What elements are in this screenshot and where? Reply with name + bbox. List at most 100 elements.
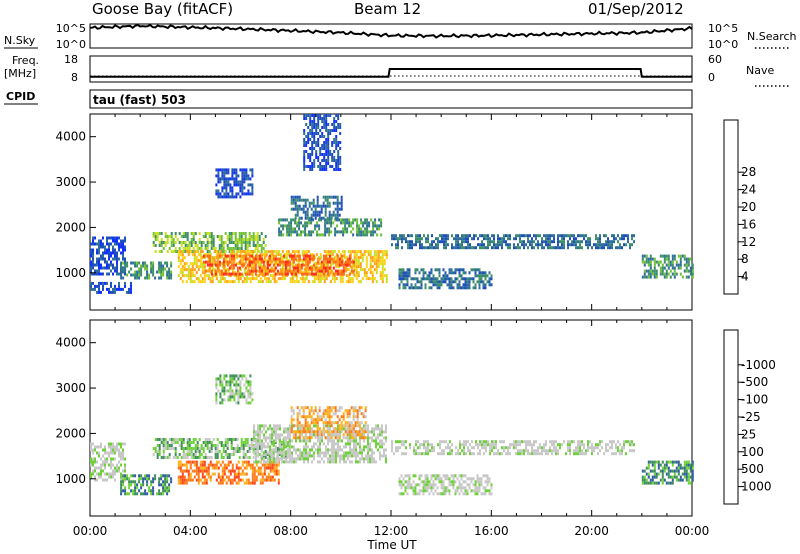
heatmap-cell xyxy=(208,263,211,267)
heatmap-cell xyxy=(316,266,319,270)
heatmap-cell xyxy=(461,237,463,241)
heatmap-cell xyxy=(112,457,114,461)
heatmap-cell xyxy=(324,195,327,199)
heatmap-cell xyxy=(244,266,247,270)
heatmap-cell xyxy=(302,198,305,202)
heatmap-cell xyxy=(214,456,217,459)
heatmap-cell xyxy=(205,274,208,278)
heatmap-cell xyxy=(499,237,501,241)
heatmap-cell xyxy=(184,241,187,244)
heatmap-cell xyxy=(120,251,122,255)
heatmap-cell xyxy=(361,268,364,272)
heatmap-cell xyxy=(235,180,238,184)
heatmap-cell xyxy=(320,210,323,214)
heatmap-cell xyxy=(330,216,333,220)
heatmap-cell xyxy=(187,469,190,473)
heatmap-cell xyxy=(140,492,143,496)
heatmap-cell xyxy=(122,489,125,493)
nave-label: Nave xyxy=(746,64,774,77)
heatmap-cell xyxy=(285,460,287,464)
heatmap-cell xyxy=(293,280,296,284)
heatmap-cell xyxy=(334,406,337,410)
heatmap-cell xyxy=(207,463,210,467)
heatmap-cell xyxy=(195,469,198,473)
heatmap-cell xyxy=(257,265,260,269)
heatmap-cell xyxy=(164,267,167,271)
heatmap-cell xyxy=(327,457,329,461)
heatmap-cell xyxy=(176,250,179,253)
heatmap-cell xyxy=(443,237,445,241)
heatmap-cell xyxy=(335,147,338,150)
heatmap-cell xyxy=(345,442,347,446)
heatmap-cell xyxy=(316,195,319,199)
heatmap-cell xyxy=(448,286,451,290)
heatmap-cell xyxy=(218,450,221,453)
heatmap-cell xyxy=(468,277,471,281)
heatmap-cell xyxy=(100,266,102,270)
heatmap-cell xyxy=(311,165,314,168)
heatmap-cell xyxy=(241,186,244,190)
heatmap-cell xyxy=(358,433,361,437)
heatmap-cell xyxy=(120,242,122,246)
heatmap-cell xyxy=(377,265,380,269)
heatmap-cell xyxy=(358,230,361,234)
heatmap-cell xyxy=(319,277,322,281)
heatmap-cell xyxy=(603,243,605,247)
heatmap-cell xyxy=(627,240,629,244)
heatmap-cell xyxy=(217,189,220,193)
heatmap-cell xyxy=(430,271,433,275)
heatmap-cell xyxy=(292,254,295,258)
heatmap-cell xyxy=(443,240,445,244)
heatmap-cell xyxy=(146,477,149,481)
heatmap-cell xyxy=(303,439,305,443)
heatmap-cell xyxy=(380,233,383,237)
heatmap-cell xyxy=(164,241,167,244)
heatmap-cell xyxy=(427,443,429,447)
heatmap-cell xyxy=(357,454,359,458)
heatmap-cell xyxy=(366,233,369,237)
heatmap-cell xyxy=(325,250,328,254)
heatmap-cell xyxy=(352,272,355,276)
heatmap-cell xyxy=(345,460,347,464)
heatmap-cell xyxy=(372,230,375,234)
heatmap-cell xyxy=(557,452,559,456)
heatmap-cell xyxy=(306,257,309,261)
heatmap-cell xyxy=(297,280,300,284)
heatmap-cell xyxy=(218,260,221,264)
heatmap-cell xyxy=(302,272,305,276)
heatmap-cell xyxy=(348,272,351,276)
heatmap-cell xyxy=(241,469,244,473)
heatmap-cell xyxy=(178,241,181,244)
heatmap-cell xyxy=(179,277,182,281)
heatmap-cell xyxy=(257,280,260,284)
heatmap-cell xyxy=(355,451,357,455)
heatmap-cell xyxy=(288,230,291,234)
heatmap-cell xyxy=(322,272,325,276)
heatmap-cell xyxy=(309,117,312,120)
heatmap-cell xyxy=(201,280,204,284)
heatmap-cell xyxy=(543,246,545,250)
heatmap-cell xyxy=(284,269,287,273)
heatmap-cell xyxy=(428,280,431,284)
heatmap-cell xyxy=(335,460,337,464)
heatmap-cell xyxy=(324,218,327,222)
heatmap-cell xyxy=(343,454,345,458)
heatmap-cell xyxy=(625,243,627,247)
heatmap-cell xyxy=(334,269,337,273)
heatmap-cell xyxy=(350,224,353,228)
heatmap-cell xyxy=(320,260,323,264)
heatmap-cell xyxy=(291,424,293,428)
heatmap-cell xyxy=(110,463,112,467)
heatmap-cell xyxy=(332,272,335,276)
heatmap-cell xyxy=(549,246,551,250)
heatmap-cell xyxy=(219,168,222,172)
heatmap-cell xyxy=(124,284,126,288)
heatmap-cell xyxy=(265,478,268,482)
heatmap-cell xyxy=(420,280,423,284)
heatmap-cell xyxy=(306,263,309,267)
heatmap-cell xyxy=(212,247,215,250)
heatmap-cell xyxy=(164,438,167,441)
heatmap-cell xyxy=(237,478,240,482)
heatmap-cell xyxy=(241,192,244,196)
heatmap-cell xyxy=(597,237,599,241)
